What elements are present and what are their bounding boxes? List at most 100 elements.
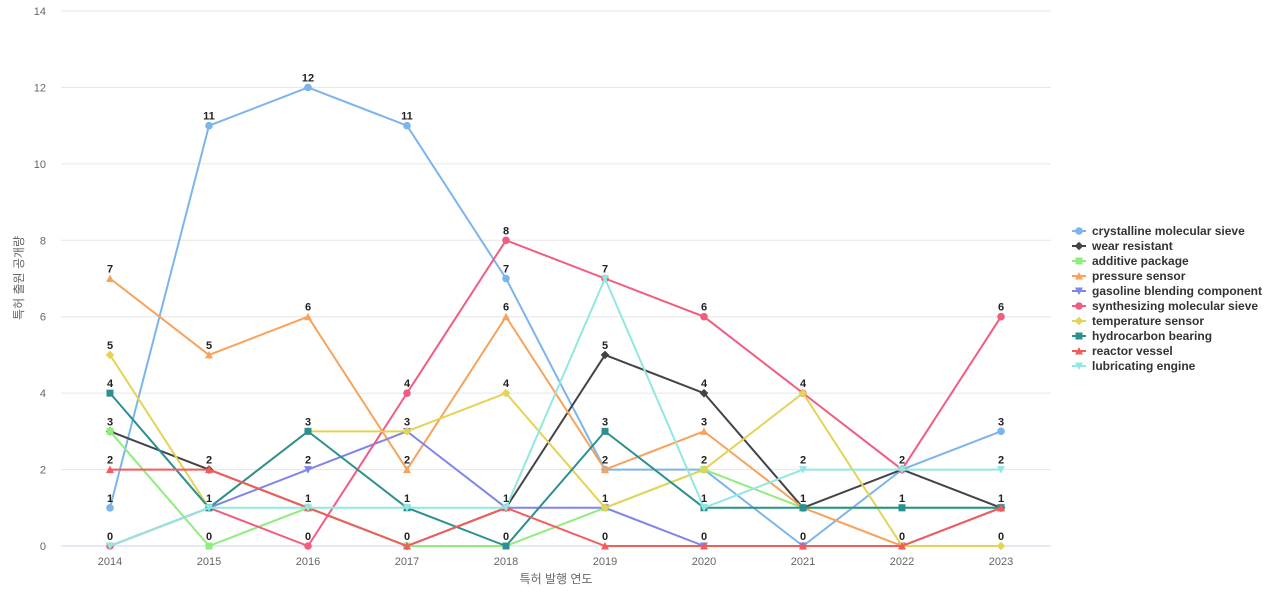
data-point <box>205 121 213 130</box>
data-label: 1 <box>701 493 707 505</box>
x-tick-label: 2018 <box>494 556 518 568</box>
legend-item[interactable]: gasoline blending component <box>1072 284 1262 298</box>
data-point <box>799 466 807 474</box>
data-point <box>898 504 906 512</box>
data-point <box>403 389 411 397</box>
data-label: 0 <box>305 531 311 543</box>
data-label: 0 <box>107 531 113 543</box>
legend-item[interactable]: crystalline molecular sieve <box>1072 224 1245 238</box>
legend-item[interactable]: lubricating engine <box>1072 359 1196 373</box>
series-line <box>109 277 1002 547</box>
x-tick-label: 2014 <box>98 556 122 568</box>
series-line <box>109 354 1001 547</box>
data-label: 11 <box>401 111 413 123</box>
data-point <box>898 466 906 474</box>
data-point <box>403 504 411 512</box>
data-point <box>502 274 510 283</box>
data-label: 1 <box>107 493 113 505</box>
legend-marker <box>1075 347 1083 355</box>
data-point <box>106 427 114 435</box>
data-label: 6 <box>701 302 707 314</box>
data-label: 6 <box>305 302 311 314</box>
data-label: 5 <box>206 340 212 352</box>
legend-marker <box>1075 302 1083 310</box>
legend-label: crystalline molecular sieve <box>1092 224 1245 238</box>
legend-marker <box>1075 257 1083 265</box>
data-label: 6 <box>503 302 509 314</box>
data-point <box>601 465 609 474</box>
series-layer <box>105 83 1006 551</box>
data-point <box>304 312 312 321</box>
data-label: 1 <box>305 493 311 505</box>
data-point <box>996 541 1006 551</box>
data-label: 3 <box>107 416 113 428</box>
y-tick-label: 14 <box>34 6 46 18</box>
data-label: 6 <box>998 302 1004 314</box>
data-point <box>700 504 708 512</box>
data-point <box>997 427 1005 436</box>
legend-marker <box>1075 227 1083 235</box>
data-label: 4 <box>701 378 708 390</box>
data-label: 8 <box>503 225 509 237</box>
data-point <box>898 542 906 550</box>
x-tick-label: 2023 <box>989 556 1013 568</box>
data-point <box>799 542 807 550</box>
data-point <box>106 542 114 550</box>
x-tick-label: 2022 <box>890 556 914 568</box>
data-point <box>600 503 610 513</box>
data-point <box>304 427 312 435</box>
legend-label: additive package <box>1092 254 1189 268</box>
legend-item[interactable]: wear resistant <box>1072 239 1173 253</box>
legend-item[interactable]: reactor vessel <box>1072 344 1173 358</box>
legend-label: reactor vessel <box>1092 344 1173 358</box>
data-point <box>502 236 510 245</box>
series-line <box>109 392 1001 547</box>
legend-item[interactable]: synthesizing molecular sieve <box>1072 299 1258 313</box>
data-point <box>106 503 114 512</box>
data-label: 2 <box>899 455 905 467</box>
data-label: 2 <box>998 455 1004 467</box>
legend-marker <box>1075 272 1083 280</box>
data-point <box>600 350 610 360</box>
data-point <box>304 542 312 550</box>
data-label: 2 <box>206 455 212 467</box>
y-tick-label: 12 <box>34 82 46 94</box>
data-label: 12 <box>302 72 314 84</box>
legend-item[interactable]: hydrocarbon bearing <box>1072 329 1212 343</box>
data-label: 0 <box>602 531 608 543</box>
series-9 <box>106 275 1005 550</box>
data-label: 1 <box>899 493 905 505</box>
legend-label: hydrocarbon bearing <box>1092 329 1212 343</box>
data-label: 3 <box>701 416 707 428</box>
data-label: 2 <box>305 455 311 467</box>
data-point <box>106 465 114 474</box>
y-axis-title: 특허 출원 공개량 <box>12 236 26 320</box>
data-point <box>502 504 510 512</box>
data-point <box>304 83 312 92</box>
legend-label: wear resistant <box>1091 239 1173 253</box>
legend-label: synthesizing molecular sieve <box>1092 299 1258 313</box>
legend-label: gasoline blending component <box>1092 284 1262 298</box>
legend-item[interactable]: pressure sensor <box>1072 269 1186 283</box>
legend-item[interactable]: temperature sensor <box>1072 314 1204 328</box>
data-label: 0 <box>206 531 212 543</box>
data-point <box>205 465 213 474</box>
data-point <box>502 542 510 550</box>
data-point <box>699 465 709 474</box>
x-axis-title: 특허 발행 연도 <box>520 571 593 586</box>
data-label: 4 <box>800 378 807 390</box>
x-tick-label: 2015 <box>197 556 221 568</box>
data-label: 1 <box>503 493 509 505</box>
data-point <box>205 504 213 512</box>
data-label: 3 <box>305 416 311 428</box>
x-axis-ticks: 2014 2015 2016 2017 2018 2019 2020 2021 2022 2023 <box>98 556 1013 568</box>
y-axis-ticks: 0 2 4 6 8 10 12 14 <box>34 6 46 553</box>
data-label: 0 <box>701 531 707 543</box>
legend-item[interactable]: additive package <box>1072 254 1189 268</box>
data-point <box>304 466 312 474</box>
data-point <box>403 465 411 474</box>
data-point <box>700 312 708 321</box>
data-label: 2 <box>107 455 113 467</box>
data-point <box>403 542 411 550</box>
